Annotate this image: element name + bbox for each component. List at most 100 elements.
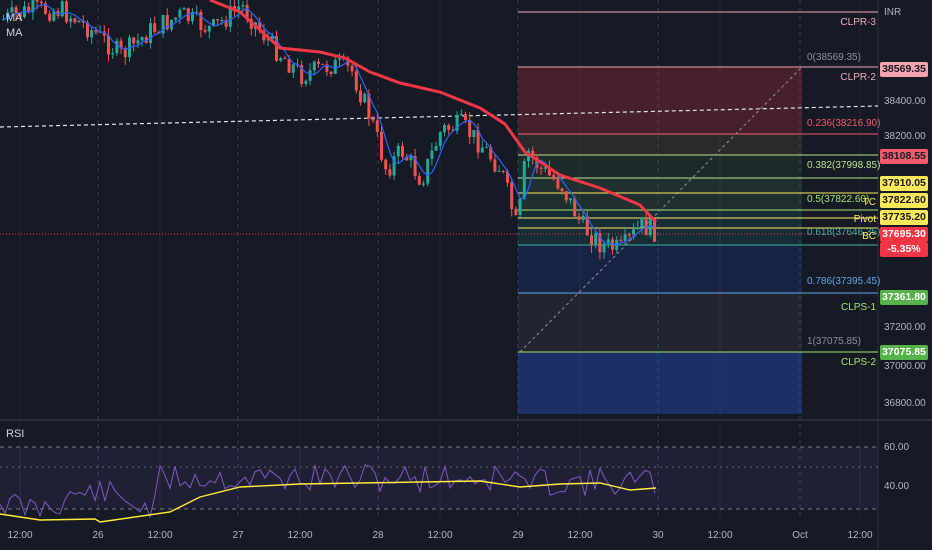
candle-body bbox=[178, 9, 182, 18]
ma-slow-line[interactable] bbox=[209, 0, 658, 224]
candle-body bbox=[258, 22, 262, 31]
price-tag-tc: 37822.60 bbox=[880, 193, 928, 208]
candle-body bbox=[359, 90, 362, 103]
price-axis-label: 37200.00 bbox=[884, 322, 926, 333]
rsi-axis-label: 60.00 bbox=[884, 442, 910, 453]
candle-body bbox=[123, 48, 127, 58]
pivot-label-tc: TC bbox=[862, 197, 876, 208]
candle-body bbox=[493, 159, 497, 172]
candle-body bbox=[287, 59, 291, 73]
candle-body bbox=[396, 145, 400, 157]
ma-indicator-label[interactable]: MA bbox=[6, 27, 23, 39]
price-tag-change: -5.35% bbox=[880, 242, 928, 257]
ma-fast-line[interactable] bbox=[3, 3, 655, 246]
candle-body bbox=[140, 37, 144, 41]
rsi-axis-label: 40.00 bbox=[884, 481, 910, 492]
time-axis-label: 12:00 bbox=[7, 530, 33, 541]
candle-body bbox=[468, 119, 472, 137]
fib-zone bbox=[518, 245, 802, 293]
candle-body bbox=[14, 7, 18, 14]
candle-body bbox=[401, 145, 404, 157]
candle-body bbox=[413, 156, 417, 176]
candle-body bbox=[245, 5, 249, 19]
candle-body bbox=[48, 13, 52, 21]
candle-body bbox=[77, 20, 81, 23]
fib-diagonal[interactable] bbox=[519, 66, 803, 353]
candle-body bbox=[543, 167, 547, 169]
candle-body bbox=[329, 71, 333, 74]
candle-body bbox=[464, 114, 467, 120]
candle-body bbox=[52, 11, 56, 21]
candle-body bbox=[636, 227, 640, 230]
price-axis-label: 38400.00 bbox=[884, 96, 926, 107]
candle-body bbox=[2, 19, 5, 21]
candle-body bbox=[153, 23, 157, 32]
rsi-ma-line[interactable] bbox=[0, 480, 657, 523]
candle-body bbox=[102, 31, 106, 36]
price-axis-label: 36800.00 bbox=[884, 398, 926, 409]
ma-indicator-label[interactable]: MA bbox=[6, 12, 23, 24]
candle-body bbox=[317, 61, 320, 64]
pivot-label-clps1: CLPS-1 bbox=[840, 302, 876, 313]
candle-body bbox=[443, 125, 446, 133]
price-axis-label: 37000.00 bbox=[884, 361, 926, 372]
pivot-label-bc: BC bbox=[862, 231, 876, 242]
fib-zone bbox=[518, 352, 802, 414]
candle-body bbox=[602, 243, 606, 253]
candle-body bbox=[224, 20, 228, 27]
candle-body bbox=[81, 20, 85, 23]
candle-body bbox=[405, 156, 409, 161]
candle-body bbox=[6, 12, 10, 20]
candle-body bbox=[388, 169, 392, 176]
price-tag-last: 37695.30 bbox=[880, 227, 928, 242]
candle-body bbox=[480, 147, 484, 153]
rsi-line[interactable] bbox=[0, 464, 656, 519]
main-pane[interactable] bbox=[0, 0, 878, 414]
candle-body bbox=[174, 17, 178, 20]
pivot-label-clps2: CLPS-2 bbox=[840, 357, 876, 368]
candle-body bbox=[497, 170, 501, 172]
candle-body bbox=[560, 188, 564, 192]
price-tag-tc-top: 37910.05 bbox=[880, 176, 928, 191]
fib-label-1: 1(37075.85) bbox=[807, 336, 861, 347]
rsi-pane[interactable] bbox=[0, 423, 878, 519]
candle-body bbox=[111, 53, 115, 55]
pivot-label-clpr3: CLPR-3 bbox=[840, 17, 876, 28]
candle-body bbox=[451, 129, 455, 131]
candle-body bbox=[18, 13, 22, 18]
candle-body bbox=[426, 158, 430, 184]
candle-body bbox=[270, 35, 274, 40]
trend-line[interactable] bbox=[0, 105, 879, 128]
rsi-indicator-label[interactable]: RSI bbox=[6, 428, 25, 440]
price-axis-label: 38200.00 bbox=[884, 131, 926, 142]
candle-body bbox=[354, 71, 358, 91]
candle-body bbox=[585, 215, 589, 236]
currency-label: INR bbox=[884, 7, 902, 18]
candle-body bbox=[380, 131, 383, 160]
candle-body bbox=[384, 159, 388, 170]
candle-body bbox=[199, 11, 203, 30]
candle-body bbox=[367, 93, 371, 119]
candle-body bbox=[569, 198, 572, 201]
candle-body bbox=[195, 11, 199, 13]
candle-body bbox=[333, 59, 337, 74]
price-tag-pivot: 37735.20 bbox=[880, 210, 928, 225]
candle-body bbox=[119, 40, 123, 49]
time-axis-label: 12:00 bbox=[847, 530, 873, 541]
fib-label-0236: 0.236(38216.90) bbox=[807, 118, 881, 129]
candle-body bbox=[207, 25, 211, 32]
price-tag-clpr2: 38569.35 bbox=[880, 62, 928, 77]
candle-body bbox=[564, 191, 568, 201]
candle-body bbox=[577, 216, 581, 220]
candle-body bbox=[434, 146, 438, 151]
candle-body bbox=[539, 167, 543, 169]
candle-body bbox=[191, 11, 194, 22]
candle-body bbox=[27, 6, 31, 13]
fib-zone bbox=[518, 155, 802, 178]
candle-body bbox=[644, 217, 648, 236]
candle-body bbox=[266, 39, 270, 41]
candle-body bbox=[94, 30, 98, 33]
time-axis-label: 12:00 bbox=[147, 530, 173, 541]
